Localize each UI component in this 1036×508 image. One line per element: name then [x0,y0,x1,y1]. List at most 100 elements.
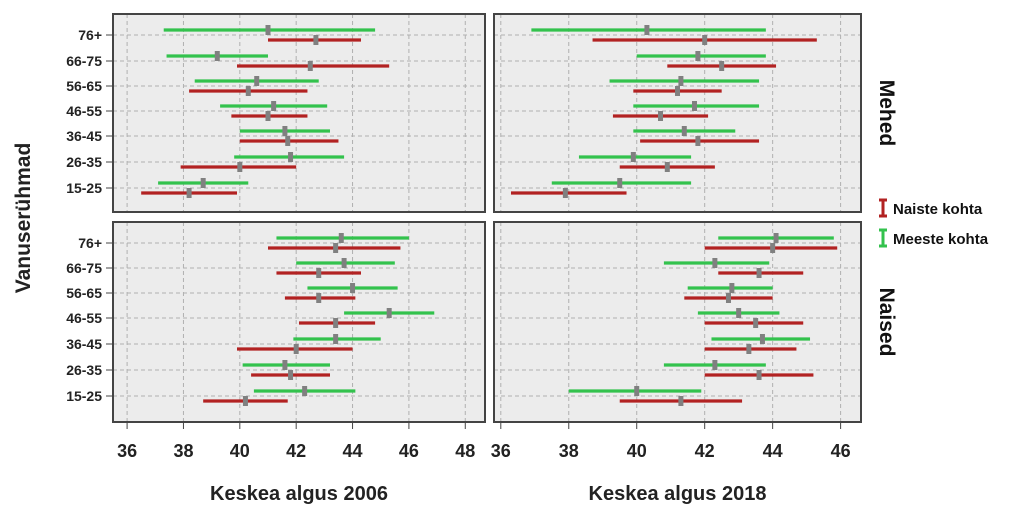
y-tick-label: 15-25 [66,180,102,196]
y-tick-label: 15-25 [66,388,102,404]
women-mean-marker [678,396,684,406]
panel-2018-naised [568,233,838,406]
men-mean-marker [254,76,260,86]
x-tick-label: 40 [230,441,250,461]
y-tick-label: 26-35 [66,154,102,170]
women-mean-marker [333,318,339,328]
men-mean-marker [200,178,206,188]
men-mean-marker [729,283,735,293]
women-mean-marker [333,243,339,253]
panel-background [113,14,485,212]
panel-frame [112,221,486,423]
x-tick-label: 38 [173,441,193,461]
men-mean-marker [282,360,288,370]
women-mean-marker [695,136,701,146]
women-mean-marker [285,136,291,146]
women-mean-marker [756,370,762,380]
legend-label: Naiste kohta [893,201,983,218]
legend-item: Naiste kohta [879,198,983,218]
x-tick-label: 44 [343,441,363,461]
y-tick-label: 66-75 [66,260,102,276]
men-mean-marker [271,101,277,111]
x-tick-label: 36 [491,441,511,461]
men-mean-marker [214,51,220,61]
panels-layer [112,13,862,423]
men-mean-marker [681,126,687,136]
legend-item: Meeste kohta [879,228,989,248]
x-axis-title: Keskea algus 2018 [589,483,767,505]
men-mean-marker [691,101,697,111]
legend: Naiste kohta Meeste kohta [879,198,989,248]
row-strip-label: Mehed [875,80,898,147]
panel-2018-mehed [510,25,817,198]
panel-frame [112,13,486,213]
x-tick-label: 46 [831,441,851,461]
x-axis-title: Keskea algus 2006 [210,483,388,505]
women-mean-marker [675,86,680,96]
women-mean-marker [562,188,568,198]
men-mean-marker [333,334,339,344]
panel-2006-mehed [141,25,390,198]
men-mean-marker [338,233,344,243]
y-tick-label: 46-55 [66,103,102,119]
y-tick-label: 46-55 [66,310,102,326]
legend-label: Meeste kohta [893,231,989,248]
men-mean-marker [773,233,779,243]
y-tick-label: 76+ [78,235,102,251]
women-mean-marker [265,111,271,121]
y-tick-label: 76+ [78,27,102,43]
x-tick-label: 38 [559,441,579,461]
men-mean-marker [630,152,636,162]
panel-background [494,14,861,212]
y-tick-label: 36-45 [66,336,102,352]
women-mean-marker [237,162,243,172]
women-mean-marker [725,293,731,303]
women-mean-marker [245,86,251,96]
y-tick-label: 26-35 [66,362,102,378]
women-mean-marker [753,318,759,328]
men-mean-marker [617,178,623,188]
women-mean-marker [746,344,752,354]
women-mean-marker [316,268,322,278]
men-mean-marker [282,126,288,136]
women-mean-marker [658,111,664,121]
women-mean-marker [664,162,670,172]
y-tick-label: 56-65 [66,285,102,301]
y-tick-label: 36-45 [66,128,102,144]
y-tick-label: 66-75 [66,53,102,69]
women-mean-marker [307,61,313,71]
men-mean-marker [695,51,701,61]
men-mean-marker [759,334,765,344]
row-strip-label: Naised [875,288,898,357]
men-mean-marker [265,25,271,35]
y-tick-label: 56-65 [66,78,102,94]
men-mean-marker [302,386,308,396]
panel-frame [493,13,862,213]
x-tick-label: 42 [286,441,306,461]
men-mean-marker [736,308,742,318]
women-mean-marker [316,293,322,303]
panel-frame [493,221,862,423]
women-mean-marker [186,188,192,198]
women-mean-marker [313,35,319,45]
x-tick-label: 46 [399,441,419,461]
women-mean-marker [770,243,776,253]
y-axis-title: Vanuserühmad [12,143,35,294]
women-mean-marker [702,35,708,45]
labels-layer: 76+ 66-75 56-65 46-55 36-45 26-35 15-25 76+ 66-7… [12,27,898,505]
women-mean-marker [293,344,299,354]
x-tick-label: 44 [763,441,783,461]
x-tick-label: 48 [455,441,475,461]
men-mean-marker [644,25,650,35]
women-mean-marker [719,61,725,71]
women-mean-marker [756,268,762,278]
x-tick-label: 40 [627,441,647,461]
x-tick-label: 36 [117,441,137,461]
men-mean-marker [712,258,718,268]
men-mean-marker [350,283,356,293]
panel-2006-naised [203,233,435,406]
men-mean-marker [678,76,684,86]
men-mean-marker [386,308,392,318]
x-tick-label: 42 [695,441,715,461]
